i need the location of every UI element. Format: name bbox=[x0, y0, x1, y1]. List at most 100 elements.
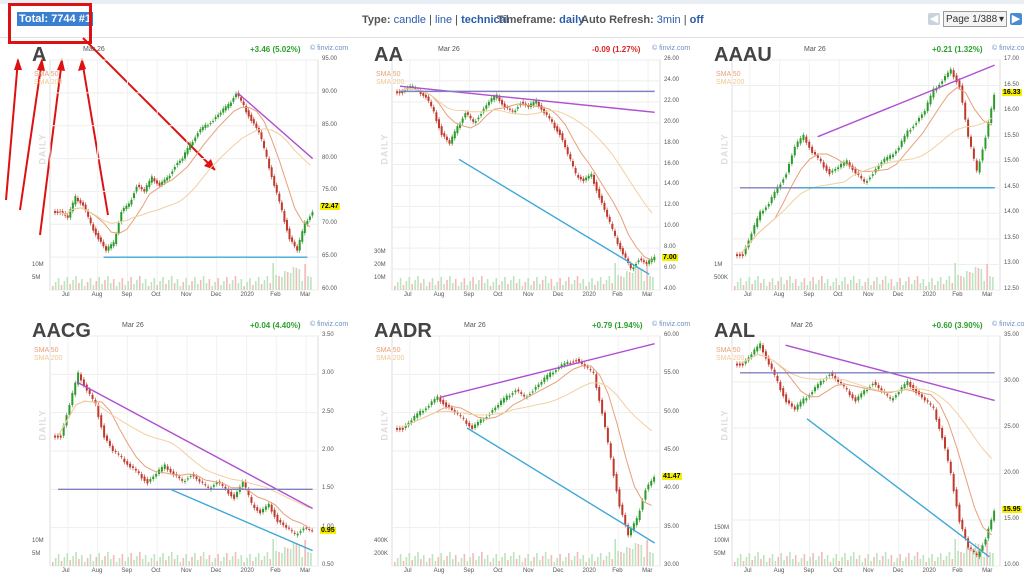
volume-tick-label: 5M bbox=[32, 551, 41, 557]
price-change: +0.79 (1.94%) bbox=[592, 321, 643, 330]
ticker-symbol[interactable]: AA bbox=[374, 44, 403, 66]
ticker-symbol[interactable]: AACG bbox=[32, 320, 91, 342]
y-tick-label: 80.00 bbox=[322, 154, 338, 161]
source-link[interactable]: © finviz.com bbox=[310, 321, 349, 328]
timeframe-watermark: DAILY bbox=[719, 409, 730, 441]
chart-date: Mar 26 bbox=[791, 322, 813, 329]
source-link[interactable]: © finviz.com bbox=[992, 45, 1024, 52]
x-tick-label: Jul bbox=[61, 568, 70, 574]
x-tick-label: Jul bbox=[61, 292, 70, 298]
chart-panel-aal[interactable]: AAL Mar 26 +0.60 (3.90%) © finviz.com SMA 50… bbox=[712, 320, 1024, 580]
sma200-legend: SMA 200 bbox=[716, 79, 745, 86]
x-tick-label: Mar bbox=[982, 292, 993, 298]
auto-refresh-label: Auto Refresh: bbox=[581, 14, 654, 26]
source-link[interactable]: © finviz.com bbox=[310, 45, 349, 52]
candles bbox=[736, 67, 996, 259]
source-link[interactable]: © finviz.com bbox=[652, 45, 691, 52]
y-tick-label: 4.00 bbox=[664, 286, 676, 292]
auto-refresh-3min[interactable]: 3min bbox=[656, 14, 681, 26]
type-option-candle[interactable]: candle bbox=[393, 14, 427, 26]
y-tick-label: 30.00 bbox=[664, 562, 680, 568]
ticker-symbol[interactable]: AADR bbox=[374, 320, 432, 342]
y-tick-label: 14.50 bbox=[1004, 183, 1020, 190]
x-tick-label: Oct bbox=[151, 292, 161, 298]
chart-panel-a[interactable]: A Mar 26 +3.46 (5.02%) © finviz.com SMA 50 SM… bbox=[30, 44, 360, 304]
chart-panel-aadr[interactable]: AADR Mar 26 +0.79 (1.94%) © finviz.com SMA 5… bbox=[372, 320, 702, 580]
source-link[interactable]: © finviz.com bbox=[652, 321, 691, 328]
page-select[interactable]: Page 1/388 ▾ bbox=[943, 11, 1007, 27]
volume-bars bbox=[394, 263, 654, 290]
x-tick-label: Oct bbox=[151, 568, 161, 574]
volume-bars bbox=[734, 539, 994, 566]
y-tick-label: 45.00 bbox=[664, 447, 680, 453]
chart-svg bbox=[391, 335, 661, 567]
y-tick-label: 75.00 bbox=[322, 187, 338, 194]
volume-tick-label: 100M bbox=[714, 538, 730, 544]
volume-bars bbox=[734, 263, 994, 290]
y-tick-label: 16.50 bbox=[1004, 81, 1020, 88]
chart-svg bbox=[731, 59, 1001, 291]
sma200-line bbox=[739, 117, 992, 255]
source-link[interactable]: © finviz.com bbox=[992, 321, 1024, 328]
timeframe-option-daily[interactable]: daily bbox=[559, 14, 585, 26]
y-tick-label: 14.00 bbox=[664, 181, 680, 188]
ticker-symbol[interactable]: AAL bbox=[714, 320, 756, 342]
x-tick-label: Sep bbox=[803, 568, 815, 574]
x-tick-label: 2020 bbox=[582, 568, 596, 574]
y-tick-label: 2.00 bbox=[322, 447, 334, 453]
y-tick-label: 3.00 bbox=[322, 370, 334, 377]
y-tick-label: 10.00 bbox=[1004, 562, 1020, 568]
y-tick-label: 12.50 bbox=[1004, 286, 1020, 292]
timeframe-label: Timeframe: bbox=[497, 14, 557, 26]
sma200-legend: SMA 200 bbox=[376, 79, 405, 86]
chart-panel-aaau[interactable]: AAAU Mar 26 +0.21 (1.32%) © finviz.com SMA 5… bbox=[712, 44, 1024, 304]
ticker-symbol[interactable]: AAAU bbox=[714, 44, 772, 66]
chart-date: Mar 26 bbox=[804, 46, 826, 53]
sma200-line bbox=[740, 353, 993, 459]
last-price-tag: 41.47 bbox=[662, 473, 682, 481]
y-tick-label: 24.00 bbox=[664, 76, 680, 83]
volume-tick-label: 10M bbox=[32, 262, 44, 268]
x-tick-label: Dec bbox=[210, 568, 222, 574]
volume-bars bbox=[52, 539, 312, 566]
x-tick-label: Jul bbox=[403, 292, 412, 298]
x-tick-label: Sep bbox=[121, 292, 133, 298]
ticker-symbol[interactable]: A bbox=[32, 44, 47, 66]
sma200-legend: SMA 200 bbox=[34, 79, 63, 86]
type-option-line[interactable]: line bbox=[435, 14, 453, 26]
y-tick-label: 15.00 bbox=[1004, 158, 1020, 165]
x-tick-label: 2020 bbox=[922, 292, 936, 298]
x-tick-label: Mar bbox=[642, 292, 653, 298]
plot-frame bbox=[731, 59, 1001, 291]
x-tick-label: 2020 bbox=[240, 292, 254, 298]
x-tick-label: Nov bbox=[180, 568, 192, 574]
trendline bbox=[170, 488, 313, 552]
plot-frame bbox=[49, 59, 319, 291]
y-tick-label: 8.00 bbox=[664, 244, 676, 251]
volume-bars bbox=[52, 263, 312, 290]
y-tick-label: 16.00 bbox=[1004, 107, 1020, 114]
x-tick-label: Dec bbox=[210, 292, 222, 298]
prev-page-arrow-icon[interactable]: ◀ bbox=[928, 13, 940, 25]
price-change: +0.04 (4.40%) bbox=[250, 321, 301, 330]
x-tick-label: Jul bbox=[743, 568, 752, 574]
type-label: Type: bbox=[362, 14, 391, 26]
timeframe-watermark: DAILY bbox=[719, 133, 730, 165]
sma200-line bbox=[399, 88, 653, 214]
chart-panel-aa[interactable]: AA Mar 26 -0.09 (1.27%) © finviz.com SMA 50 S… bbox=[372, 44, 702, 304]
y-tick-label: 15.00 bbox=[1004, 516, 1020, 522]
volume-tick-label: 150M bbox=[714, 525, 730, 531]
x-tick-label: Oct bbox=[833, 568, 843, 574]
volume-tick-label: 500K bbox=[714, 275, 729, 281]
y-tick-label: 70.00 bbox=[322, 220, 338, 227]
top-accent-line bbox=[0, 0, 1024, 4]
auto-refresh-off[interactable]: off bbox=[689, 14, 704, 26]
next-page-arrow-icon[interactable]: ▶ bbox=[1010, 13, 1022, 25]
chart-panel-aacg[interactable]: AACG Mar 26 +0.04 (4.40%) © finviz.com SMA 5… bbox=[30, 320, 360, 580]
trendline bbox=[237, 92, 314, 160]
y-tick-label: 50.00 bbox=[664, 408, 680, 415]
type-option-technical[interactable]: technical bbox=[461, 14, 509, 26]
trendline bbox=[458, 158, 650, 275]
y-tick-label: 2.50 bbox=[322, 408, 334, 415]
x-tick-label: Aug bbox=[773, 568, 785, 574]
